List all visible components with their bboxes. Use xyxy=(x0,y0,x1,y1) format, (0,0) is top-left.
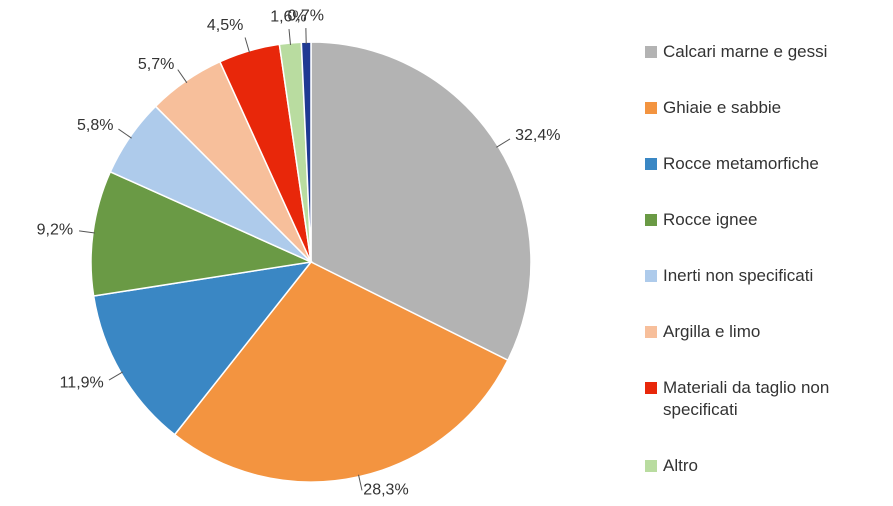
data-label: 5,8% xyxy=(77,117,113,134)
data-label: 28,3% xyxy=(363,481,408,498)
data-label: 5,7% xyxy=(138,56,174,73)
legend-item: Rocce metamorfiche xyxy=(645,153,885,175)
leader-line xyxy=(244,37,251,53)
leader-line xyxy=(108,371,124,381)
legend-label: Argilla e limo xyxy=(663,322,761,341)
legend-label: Rocce metamorfiche xyxy=(663,154,819,173)
legend-item: Ghiaie e sabbie xyxy=(645,97,885,119)
legend-swatch xyxy=(645,326,657,338)
legend-item: Materiali da taglio non specificati xyxy=(645,377,885,421)
data-label: 9,2% xyxy=(37,221,73,238)
legend-label: Calcari marne e gessi xyxy=(663,42,828,61)
legend-label: Materiali da taglio non specificati xyxy=(663,378,830,419)
data-label: 0,7% xyxy=(287,7,323,24)
legend-item: Rocce ignee xyxy=(645,209,885,231)
data-label: 4,5% xyxy=(207,17,243,34)
leader-line xyxy=(496,138,511,148)
legend-swatch xyxy=(645,382,657,394)
legend-swatch xyxy=(645,270,657,282)
data-label: 32,4% xyxy=(515,127,560,144)
legend-swatch xyxy=(645,102,657,114)
legend-item: Calcari marne e gessi xyxy=(645,41,885,63)
leader-line xyxy=(118,128,132,139)
chart: 32,4% 28,3% 11,9% 9,2% 5,8% 5,7% 4,5% 1,6%0,7% xyxy=(37,7,561,498)
leader-line xyxy=(288,28,292,46)
data-label: 11,9% xyxy=(60,374,104,391)
legend-swatch xyxy=(645,46,657,58)
legend-label: Ghiaie e sabbie xyxy=(663,98,782,117)
data-label: 1,6% xyxy=(270,8,306,25)
legend-item: Argilla e limo xyxy=(645,321,885,343)
legend-swatch xyxy=(645,158,657,170)
legend: Calcari marne e gessi Ghiaie e sabbie Rocc… xyxy=(645,41,885,506)
legend-swatch xyxy=(645,460,657,472)
legend-item: Altro xyxy=(645,455,885,477)
legend-label: Altro xyxy=(663,456,698,475)
leader-line xyxy=(358,474,363,491)
legend-item: Inerti non specificati xyxy=(645,265,885,287)
leader-line xyxy=(177,69,188,84)
legend-swatch xyxy=(645,214,657,226)
legend-label: Rocce ignee xyxy=(663,210,758,229)
legend-label: Inerti non specificati xyxy=(663,266,814,285)
leader-line xyxy=(79,230,96,234)
